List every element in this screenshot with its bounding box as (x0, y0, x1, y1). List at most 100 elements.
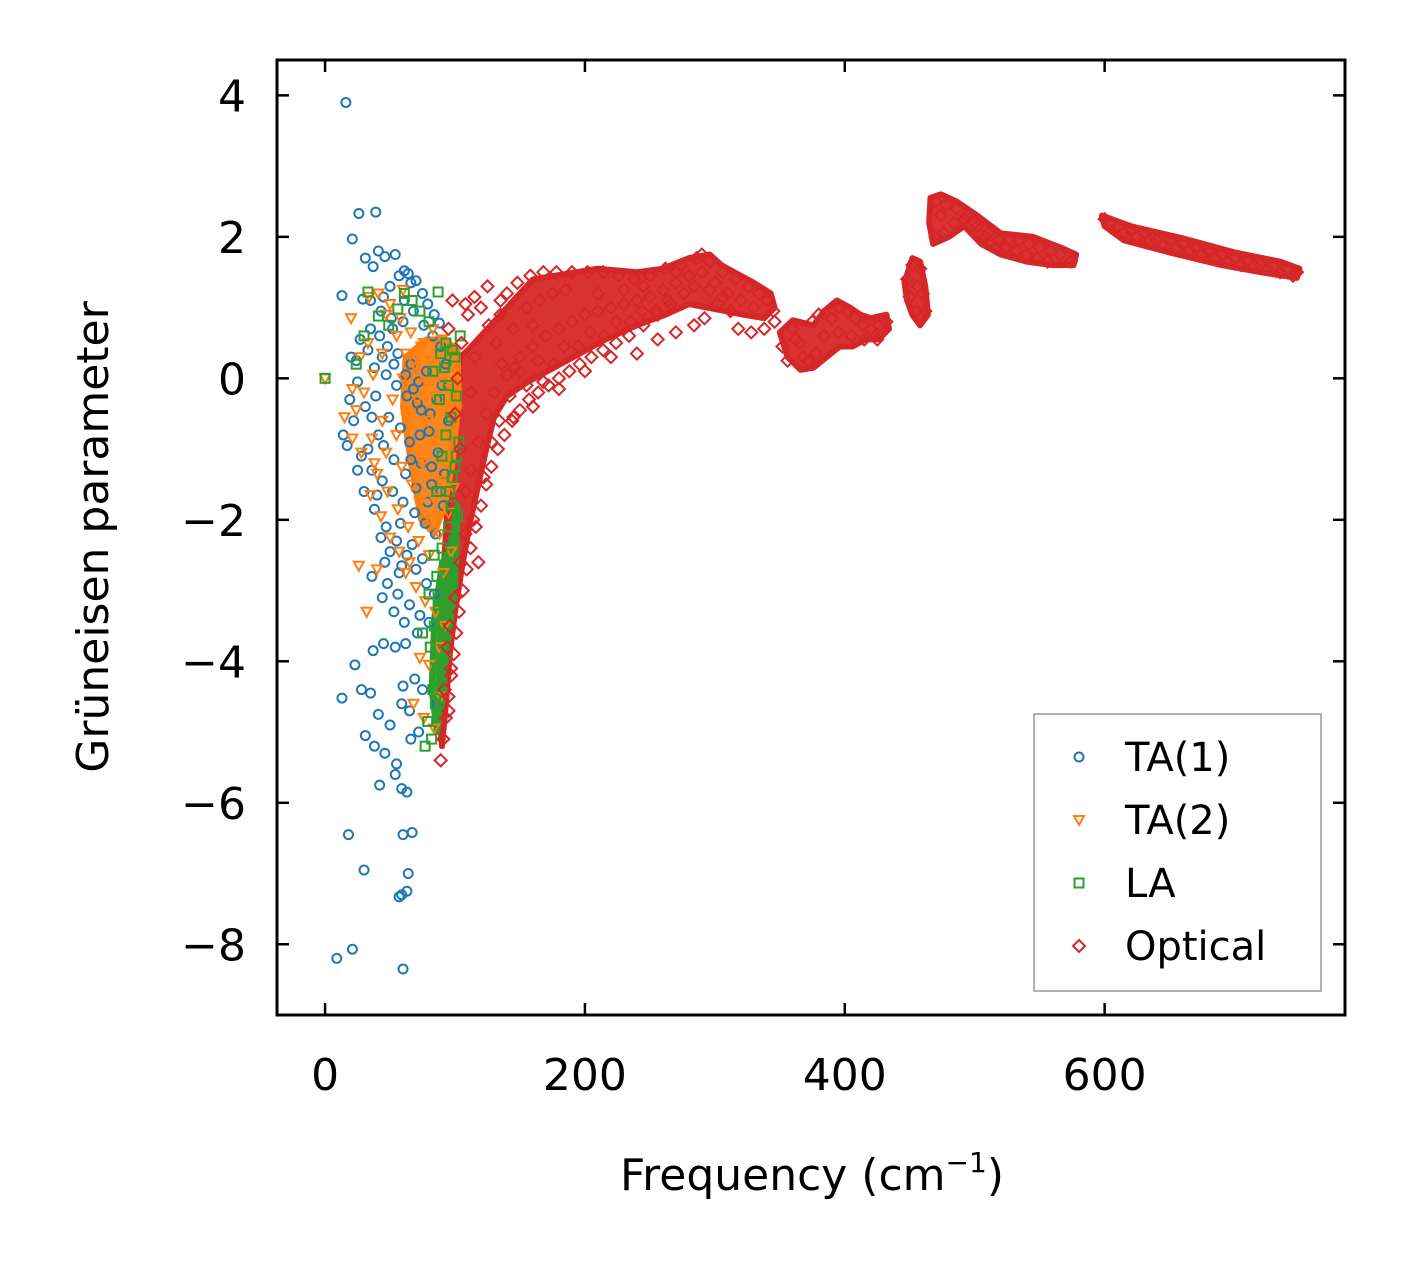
data-point (433, 627, 445, 639)
data-point (519, 377, 534, 393)
data-point (1040, 254, 1055, 270)
data-point (398, 287, 410, 299)
data-point (388, 606, 400, 618)
data-point (396, 373, 410, 386)
data-point (424, 355, 439, 368)
data-point (346, 943, 358, 955)
data-point (535, 374, 551, 390)
data-point (446, 344, 458, 356)
data-point (512, 349, 528, 365)
data-point (564, 264, 580, 280)
data-point (938, 197, 954, 213)
data-point (402, 868, 414, 880)
data-point (467, 289, 482, 305)
data-point (1207, 250, 1223, 266)
data-point (389, 429, 404, 442)
data-point (746, 300, 762, 316)
data-point (424, 641, 436, 653)
data-point (380, 521, 392, 533)
data-point (908, 303, 924, 319)
data-point (621, 328, 637, 344)
data-point (548, 264, 564, 280)
data-point (467, 349, 482, 365)
data-point (451, 604, 467, 620)
ticks-layer: 0 200 400 600 4 2 0 −2 −4 −6 −8 (181, 60, 1345, 1101)
data-point (1279, 261, 1294, 277)
data-point (626, 271, 642, 287)
data-point (1103, 215, 1119, 231)
data-point (344, 313, 358, 326)
data-point (558, 282, 573, 298)
data-point (376, 592, 388, 604)
data-point (780, 353, 796, 369)
data-point (379, 747, 391, 759)
data-point (616, 296, 632, 312)
data-point (608, 314, 624, 330)
data-point (404, 436, 416, 448)
data-point (392, 588, 404, 600)
data-point (800, 353, 816, 369)
data-point (668, 324, 684, 340)
data-point (404, 599, 416, 611)
data-point (379, 447, 393, 460)
data-point (410, 394, 425, 407)
data-point (421, 415, 435, 428)
data-point (368, 740, 380, 752)
data-point (375, 532, 387, 543)
data-point (340, 96, 352, 108)
data-point (634, 303, 650, 319)
data-point (571, 339, 586, 354)
data-point (331, 952, 343, 964)
data-point (956, 211, 972, 227)
data-point (902, 289, 918, 305)
data-point (419, 376, 434, 389)
data-point (374, 779, 386, 791)
data-point (409, 362, 423, 375)
data-point (977, 229, 993, 245)
data-point (767, 314, 783, 330)
data-point (658, 261, 673, 277)
data-point (869, 332, 885, 347)
data-point (365, 687, 377, 699)
data-point (1240, 254, 1255, 270)
data-point (423, 588, 435, 600)
data-point (804, 314, 820, 330)
data-point (357, 387, 371, 400)
data-point (406, 539, 418, 551)
data-point (538, 328, 554, 344)
data-point (443, 668, 459, 683)
data-point (372, 708, 384, 720)
data-point (359, 730, 371, 742)
data-point (668, 264, 684, 280)
data-point (811, 307, 827, 323)
data-point (437, 577, 449, 589)
data-point (791, 335, 807, 351)
data-point (564, 314, 580, 330)
data-point (551, 321, 567, 337)
data-point (1123, 222, 1139, 238)
data-point (358, 864, 370, 876)
data-point (856, 332, 872, 347)
data-point (375, 415, 389, 428)
data-point (380, 486, 395, 499)
data-point (433, 317, 445, 329)
data-point (459, 561, 475, 577)
data-point (577, 363, 593, 379)
data-point (388, 454, 400, 466)
data-point (946, 215, 962, 231)
data-point (389, 641, 401, 653)
data-point (694, 247, 710, 262)
data-point (448, 535, 460, 547)
data-point (1188, 240, 1203, 255)
data-point (787, 332, 803, 347)
data-point (353, 352, 367, 365)
data-point (616, 282, 632, 298)
data-point (355, 684, 367, 696)
data-point (584, 349, 599, 365)
data-point (368, 362, 380, 374)
data-point (439, 606, 451, 618)
data-point (990, 232, 1006, 248)
data-point (1201, 243, 1216, 259)
data-point (728, 271, 744, 287)
